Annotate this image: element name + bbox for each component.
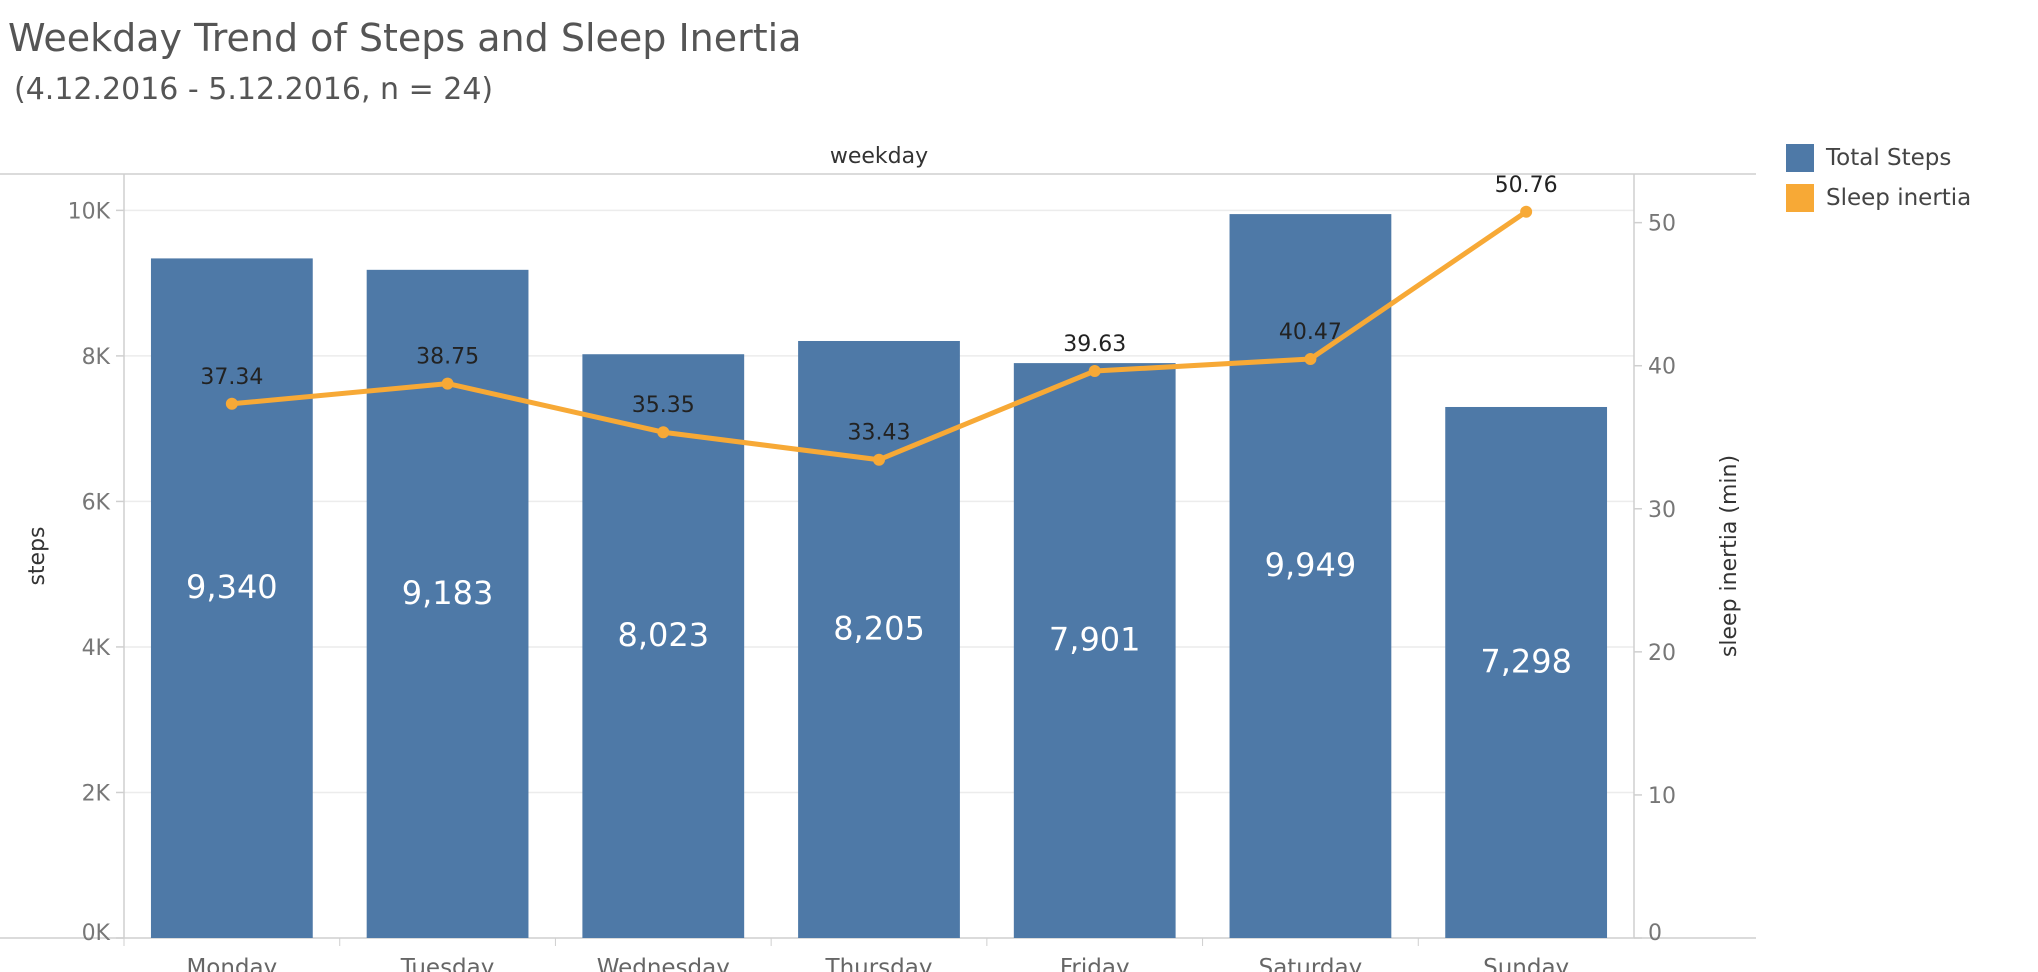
x-tick-label: Saturday (1259, 955, 1363, 972)
line-point (441, 377, 454, 390)
x-tick-label: Sunday (1483, 955, 1569, 972)
bar-value-label: 7,298 (1480, 642, 1572, 680)
line-point (873, 453, 885, 466)
line-value-label: 35.35 (632, 393, 695, 418)
y-tick-label: 10K (68, 199, 111, 224)
line-value-label: 33.43 (848, 421, 911, 446)
bar-value-label: 8,205 (833, 609, 925, 647)
line-value-label: 40.47 (1279, 320, 1342, 345)
bar (1445, 406, 1608, 938)
x-tick-label: Wednesday (597, 955, 730, 972)
x-tick-label: Monday (186, 955, 277, 972)
y-tick-label: 0K (82, 921, 111, 946)
y-tick-label: 2K (82, 781, 111, 806)
x-tick-label: Thursday (825, 955, 933, 972)
line-value-label: 37.34 (200, 365, 263, 390)
bar (1013, 363, 1176, 939)
legend-swatch-total-steps (1786, 144, 1814, 172)
bar (1229, 214, 1392, 939)
legend-label-sleep-inertia: Sleep inertia (1826, 185, 1972, 211)
bar-value-label: 7,901 (1049, 621, 1141, 659)
bar-value-label: 8,023 (617, 616, 709, 654)
y-axis-title: steps (25, 526, 50, 585)
legend-swatch-sleep-inertia (1786, 184, 1814, 212)
chart-subtitle: (4.12.2016 - 5.12.2016, n = 24) (14, 72, 494, 107)
legend-label-total-steps: Total Steps (1826, 145, 1952, 171)
x-tick-label: Friday (1060, 955, 1130, 972)
line-point (225, 397, 238, 410)
bar-value-label: 9,183 (402, 574, 494, 612)
legend-item-sleep-inertia[interactable]: Sleep inertia (1786, 178, 1971, 218)
y2-tick-label: 50 (1648, 212, 1676, 237)
bar (798, 340, 960, 938)
y2-tick-label: 0 (1648, 921, 1662, 946)
bar (582, 354, 745, 939)
y2-tick-label: 10 (1648, 784, 1676, 809)
y-tick-label: 6K (82, 490, 111, 515)
line-point (657, 426, 670, 439)
x-axis-header: weekday (830, 144, 928, 169)
y2-tick-label: 40 (1648, 355, 1676, 380)
bar (150, 258, 313, 938)
line-value-label: 38.75 (416, 345, 479, 370)
y-tick-label: 8K (82, 345, 111, 370)
bar-value-label: 9,949 (1265, 546, 1357, 584)
y2-axis-title: sleep inertia (min) (1717, 455, 1742, 657)
y2-tick-label: 30 (1648, 498, 1676, 523)
y-tick-label: 4K (82, 636, 111, 661)
legend: Total Steps Sleep inertia (1786, 138, 1971, 218)
chart-title: Weekday Trend of Steps and Sleep Inertia (8, 16, 802, 60)
line-value-label: 50.76 (1495, 173, 1558, 198)
line-point (1088, 365, 1101, 378)
y2-tick-label: 20 (1648, 641, 1676, 666)
line-point (1520, 205, 1533, 218)
line-point (1304, 352, 1317, 365)
line-value-label: 39.63 (1063, 332, 1126, 357)
bar-value-label: 9,340 (186, 568, 278, 606)
combo-chart: weekday 0K 2K 4K 6K 8K 10K 0 10 20 30 40 50 steps slee… (0, 144, 1756, 972)
legend-item-total-steps[interactable]: Total Steps (1786, 138, 1971, 178)
x-tick-label: Tuesday (400, 955, 495, 972)
